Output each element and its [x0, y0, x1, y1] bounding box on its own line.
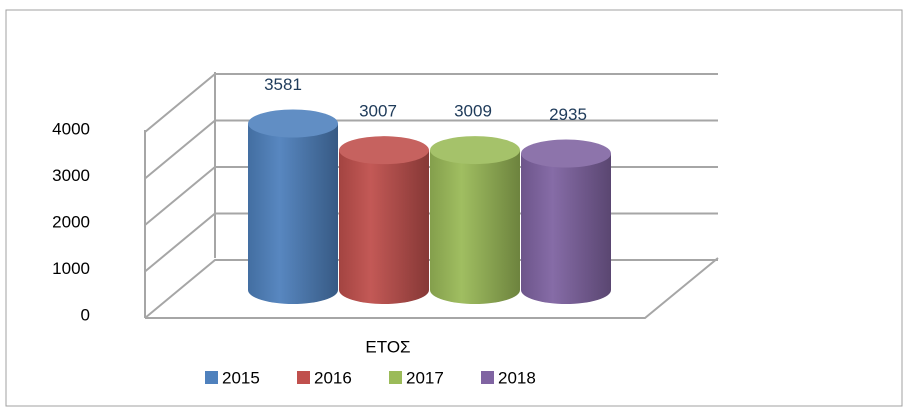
legend-swatch: [389, 371, 402, 384]
value-label: 3007: [359, 102, 397, 121]
bar-top: [430, 136, 520, 165]
y-tick-label: 2000: [52, 212, 90, 231]
bar-top: [248, 109, 338, 138]
value-label: 3009: [454, 102, 492, 121]
bar-top: [339, 136, 429, 165]
legend-label: 2015: [222, 368, 260, 387]
y-tick-label: 0: [81, 305, 90, 324]
bar: [248, 123, 338, 305]
legend-label: 2016: [314, 368, 352, 387]
value-label: 2935: [549, 105, 587, 124]
floor-edge: [145, 257, 719, 319]
bar-top: [521, 139, 611, 168]
grid-line: [144, 73, 718, 133]
grid-line: [144, 119, 718, 180]
y-tick-label: 3000: [52, 166, 90, 185]
bar: [339, 150, 429, 304]
x-tick-label: ΕΤΟΣ: [365, 337, 410, 356]
bar: [521, 153, 611, 304]
legend-swatch: [205, 371, 218, 384]
legend-swatch: [481, 371, 494, 384]
legend-label: 2018: [498, 368, 536, 387]
y-tick-label: 4000: [52, 119, 90, 138]
y-tick-label: 1000: [52, 259, 90, 278]
legend-swatch: [297, 371, 310, 384]
bar: [430, 150, 520, 304]
value-label: 3581: [264, 75, 302, 94]
legend-label: 2017: [406, 368, 444, 387]
